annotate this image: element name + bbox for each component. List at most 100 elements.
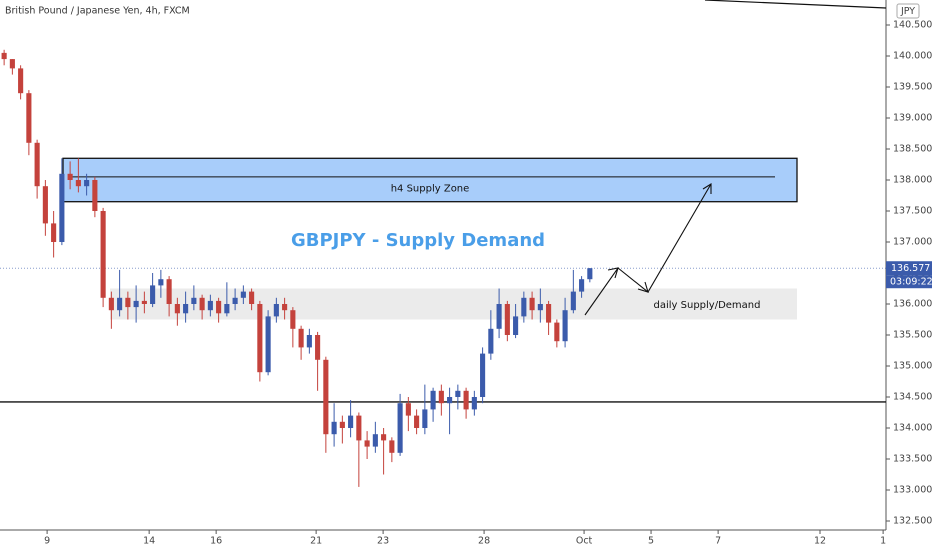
candle-body	[570, 291, 576, 311]
chart-title: British Pound / Japanese Yen, 4h, FXCM	[5, 6, 190, 17]
candle-body	[166, 279, 172, 304]
zone-label: daily Supply/Demand	[654, 300, 761, 311]
candle-body	[141, 300, 147, 304]
candle-body	[537, 303, 543, 311]
y-tick-label: 132.500	[893, 516, 932, 527]
candle-body	[18, 68, 24, 94]
candle-body	[257, 303, 263, 373]
candle-body	[298, 328, 304, 348]
candle-body	[1, 52, 7, 60]
candle-body	[455, 390, 461, 398]
y-tick-label: 136.000	[893, 298, 932, 309]
countdown: 03:09:22	[890, 277, 932, 288]
candle-body	[405, 403, 411, 416]
candle-body	[150, 285, 156, 304]
candle-body	[339, 421, 345, 429]
candle-body	[232, 297, 238, 304]
candle-body	[216, 300, 222, 314]
candle-body	[125, 297, 131, 308]
candle-body	[414, 415, 420, 429]
candle-body	[381, 434, 387, 441]
candle-body	[133, 300, 139, 308]
candle-body	[496, 303, 502, 329]
x-tick-label: 12	[814, 536, 826, 547]
zone	[62, 157, 798, 203]
x-tick-label: Oct	[576, 536, 593, 547]
y-tick-label: 140.000	[893, 50, 932, 61]
candle-body	[306, 335, 312, 348]
candle-body	[273, 303, 279, 317]
candle-body	[240, 291, 246, 298]
candle-body	[84, 179, 90, 187]
candle-body	[521, 297, 527, 317]
x-tick-label: 16	[210, 536, 222, 547]
trend-line	[704, 0, 887, 9]
candle-body	[290, 310, 296, 329]
candle-body	[67, 173, 73, 180]
candle-body	[488, 328, 494, 354]
candle-body	[26, 93, 32, 143]
candle-body	[587, 268, 593, 280]
candle-body	[447, 397, 453, 404]
x-tick-label: 21	[310, 536, 322, 547]
candle-body	[315, 335, 321, 360]
candle-body	[579, 279, 585, 292]
candle-body	[348, 415, 354, 429]
candle-body	[108, 297, 114, 311]
candle-body	[422, 409, 428, 429]
candle-body	[438, 390, 444, 404]
x-tick-label: 14	[143, 536, 155, 547]
candle-body	[546, 303, 552, 323]
candle-body	[174, 303, 180, 314]
candle-body	[183, 303, 189, 314]
candle-body	[372, 434, 378, 447]
x-tick-label: 7	[715, 536, 721, 547]
candle-body	[249, 291, 255, 304]
candle-body	[9, 59, 15, 69]
candle-body	[282, 303, 288, 311]
candle-body	[480, 353, 486, 398]
x-tick-label: 5	[648, 536, 654, 547]
candle-body	[356, 415, 362, 441]
candle-body	[51, 223, 57, 242]
y-tick-label: 137.500	[893, 205, 932, 216]
candle-body	[504, 303, 510, 336]
candle-body	[554, 322, 560, 342]
y-tick-label: 135.000	[893, 361, 932, 372]
candle-body	[389, 440, 395, 453]
y-tick-label: 138.000	[893, 174, 932, 185]
zone-label: h4 Supply Zone	[391, 184, 470, 195]
y-tick-label: 139.000	[893, 112, 932, 123]
candle-body	[364, 440, 370, 447]
price-label-box	[886, 261, 932, 276]
candle-body	[59, 173, 65, 242]
y-tick-label: 139.500	[893, 81, 932, 92]
candle-body	[34, 142, 40, 187]
annotation-title: GBPJPY - Supply Demand	[291, 230, 545, 251]
candle-body	[463, 390, 469, 410]
arrow-heads	[607, 183, 712, 293]
candle-body	[562, 310, 568, 342]
candle-body	[207, 300, 213, 311]
y-tick-label: 134.500	[893, 392, 932, 403]
y-tick-label: 133.500	[893, 454, 932, 465]
candle-body	[100, 210, 106, 298]
y-tick-label: 137.000	[893, 236, 932, 247]
candle-body	[331, 421, 337, 435]
x-tick-label: 28	[478, 536, 490, 547]
candle-body	[199, 297, 205, 311]
y-tick-label: 138.500	[893, 143, 932, 154]
y-tick-label: 140.500	[893, 19, 932, 30]
candle-body	[265, 316, 271, 373]
candle-body	[513, 316, 519, 336]
currency: JPY	[900, 6, 915, 17]
candle-body	[471, 397, 477, 410]
y-tick-label: 135.500	[893, 330, 932, 341]
candle-body	[191, 297, 197, 304]
x-tick-label: 1	[880, 536, 886, 547]
candle-body	[529, 297, 535, 311]
x-tick-label: 23	[377, 536, 389, 547]
price-label: 136.577	[891, 263, 930, 274]
candle-body	[323, 359, 329, 435]
